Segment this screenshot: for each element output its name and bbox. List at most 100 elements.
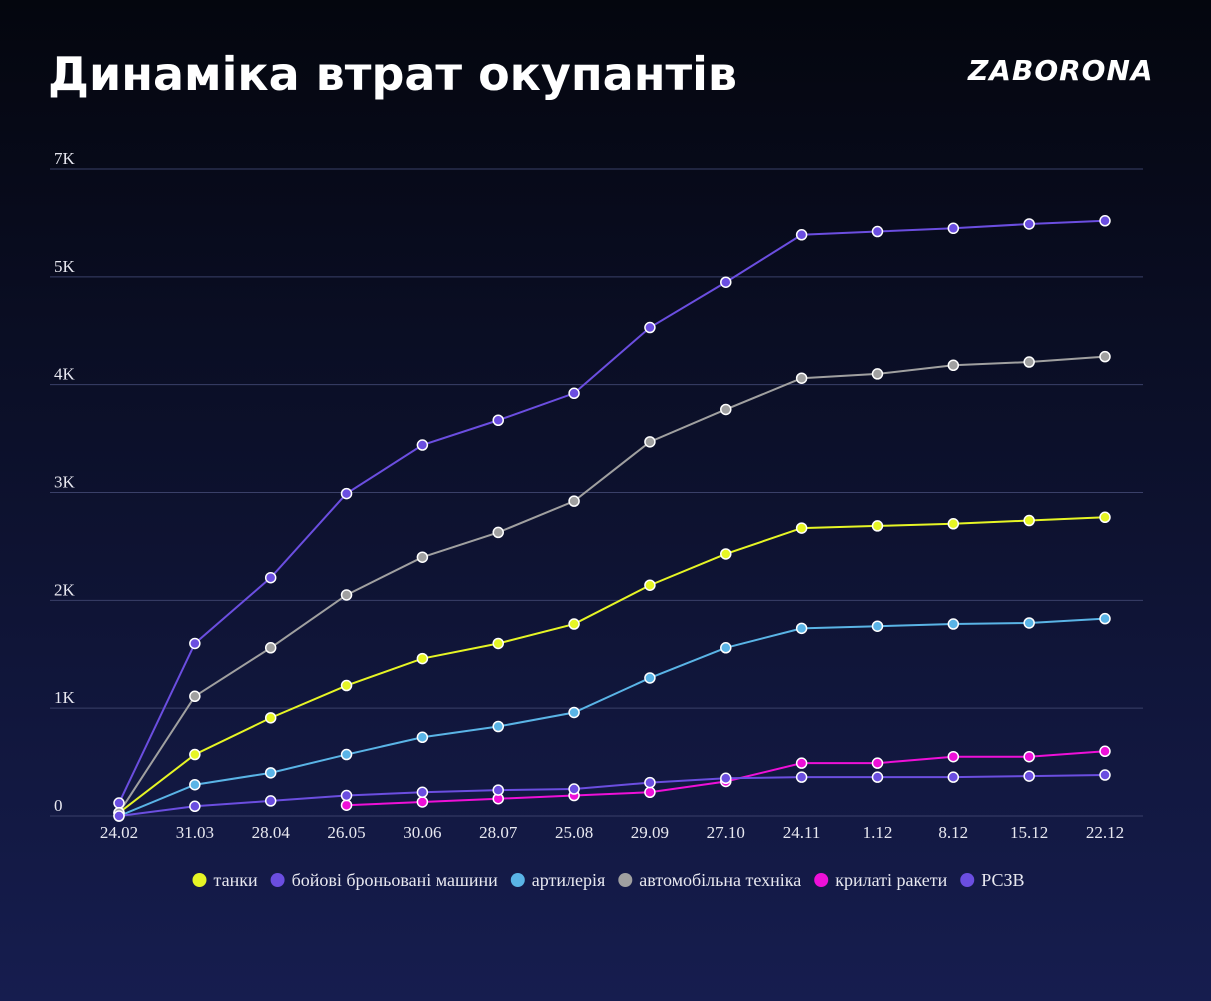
data-point bbox=[416, 551, 429, 563]
data-point bbox=[720, 642, 732, 654]
y-tick-label: 3K bbox=[54, 473, 76, 492]
data-point bbox=[1023, 514, 1035, 527]
data-point bbox=[264, 767, 277, 779]
data-point bbox=[644, 579, 656, 591]
data-point bbox=[795, 622, 808, 635]
data-point bbox=[568, 387, 580, 400]
data-point bbox=[340, 589, 353, 601]
data-point bbox=[1023, 750, 1035, 763]
plot bbox=[113, 215, 1111, 822]
data-point bbox=[871, 520, 884, 532]
y-tick-label: 2K bbox=[54, 580, 76, 599]
data-point bbox=[1099, 612, 1111, 625]
series-line bbox=[118, 617, 1106, 817]
data-point bbox=[1099, 215, 1111, 227]
data-point bbox=[795, 229, 808, 241]
data-point bbox=[416, 439, 429, 451]
x-tick-label: 26.05 bbox=[327, 823, 365, 842]
data-point bbox=[720, 403, 732, 416]
legend-swatch bbox=[192, 873, 207, 887]
data-point bbox=[871, 771, 884, 783]
data-point bbox=[189, 690, 201, 703]
data-point bbox=[340, 679, 353, 692]
data-point bbox=[416, 786, 429, 799]
data-point bbox=[644, 672, 656, 684]
x-tick-label: 28.04 bbox=[252, 823, 291, 842]
legend-item: крилаті ракети bbox=[814, 870, 948, 890]
data-point bbox=[644, 321, 656, 334]
data-point bbox=[947, 771, 960, 783]
grid: 0 1K 2K 3K 4K 5K 7K 24.02 31.03 28.04 26.05 30.06 28… bbox=[50, 149, 1143, 842]
data-point bbox=[568, 495, 580, 507]
legend-swatch bbox=[510, 873, 525, 887]
legend-item: РСЗВ bbox=[960, 870, 1025, 890]
data-point bbox=[644, 776, 656, 789]
data-point bbox=[795, 522, 808, 534]
data-point bbox=[795, 757, 808, 769]
data-point bbox=[871, 368, 884, 380]
y-tick-label: 4K bbox=[54, 365, 76, 384]
data-point bbox=[492, 526, 504, 539]
data-point bbox=[113, 797, 125, 809]
data-point bbox=[416, 731, 429, 744]
data-point bbox=[644, 436, 656, 448]
data-point bbox=[264, 642, 277, 654]
x-tick-label: 22.12 bbox=[1086, 823, 1124, 842]
legend-item: автомобільна техніка bbox=[618, 870, 801, 890]
x-tick-label: 24.02 bbox=[100, 823, 138, 842]
data-point bbox=[264, 795, 277, 807]
data-point bbox=[340, 748, 353, 761]
data-point bbox=[720, 772, 732, 785]
x-tick-label: 27.10 bbox=[707, 823, 745, 842]
data-point bbox=[264, 571, 277, 584]
data-point bbox=[189, 800, 201, 813]
legend-swatch bbox=[960, 873, 975, 887]
x-tick-label: 1.12 bbox=[863, 823, 893, 842]
data-point bbox=[340, 487, 353, 500]
data-point bbox=[492, 414, 504, 427]
data-point bbox=[1099, 350, 1111, 363]
data-point bbox=[1099, 769, 1111, 781]
data-point bbox=[947, 359, 960, 372]
legend-label: бойові броньовані машини bbox=[292, 870, 499, 890]
legend-label: автомобільна техніка bbox=[639, 870, 801, 890]
x-tick-label: 15.12 bbox=[1010, 823, 1048, 842]
data-point bbox=[416, 652, 429, 665]
data-point bbox=[795, 372, 808, 384]
logo: ZABORONA bbox=[967, 54, 1154, 87]
data-point bbox=[113, 810, 125, 822]
series-line bbox=[118, 219, 1106, 804]
y-tick-label: 5K bbox=[54, 257, 76, 276]
data-point bbox=[720, 276, 732, 288]
data-point bbox=[947, 518, 960, 530]
data-point bbox=[720, 548, 732, 560]
data-point bbox=[189, 637, 201, 650]
data-point bbox=[1023, 770, 1035, 782]
x-tick-label: 30.06 bbox=[403, 823, 441, 842]
x-tick-label: 24.11 bbox=[783, 823, 821, 842]
data-point bbox=[492, 784, 504, 796]
y-tick-label: 7K bbox=[54, 149, 76, 168]
data-point bbox=[1099, 511, 1111, 524]
legend-item: танки bbox=[192, 870, 258, 890]
data-point bbox=[568, 706, 580, 719]
series-line bbox=[118, 355, 1106, 814]
legend-item: артилерія bbox=[510, 870, 605, 890]
x-tick-label: 8.12 bbox=[938, 823, 968, 842]
data-point bbox=[947, 750, 960, 763]
legend-label: крилаті ракети bbox=[835, 870, 947, 890]
y-tick-label: 1K bbox=[54, 688, 76, 707]
legend-swatch bbox=[618, 873, 633, 887]
data-point bbox=[340, 789, 353, 802]
data-point bbox=[871, 757, 884, 769]
data-point bbox=[795, 771, 808, 783]
x-tick-label: 29.09 bbox=[631, 823, 669, 842]
data-point bbox=[264, 712, 277, 724]
data-point bbox=[644, 786, 656, 799]
legend-label: танки bbox=[213, 870, 257, 890]
legend-label: РСЗВ bbox=[981, 870, 1024, 890]
x-tick-label: 31.03 bbox=[176, 823, 214, 842]
y-tick-label: 0 bbox=[54, 796, 63, 815]
